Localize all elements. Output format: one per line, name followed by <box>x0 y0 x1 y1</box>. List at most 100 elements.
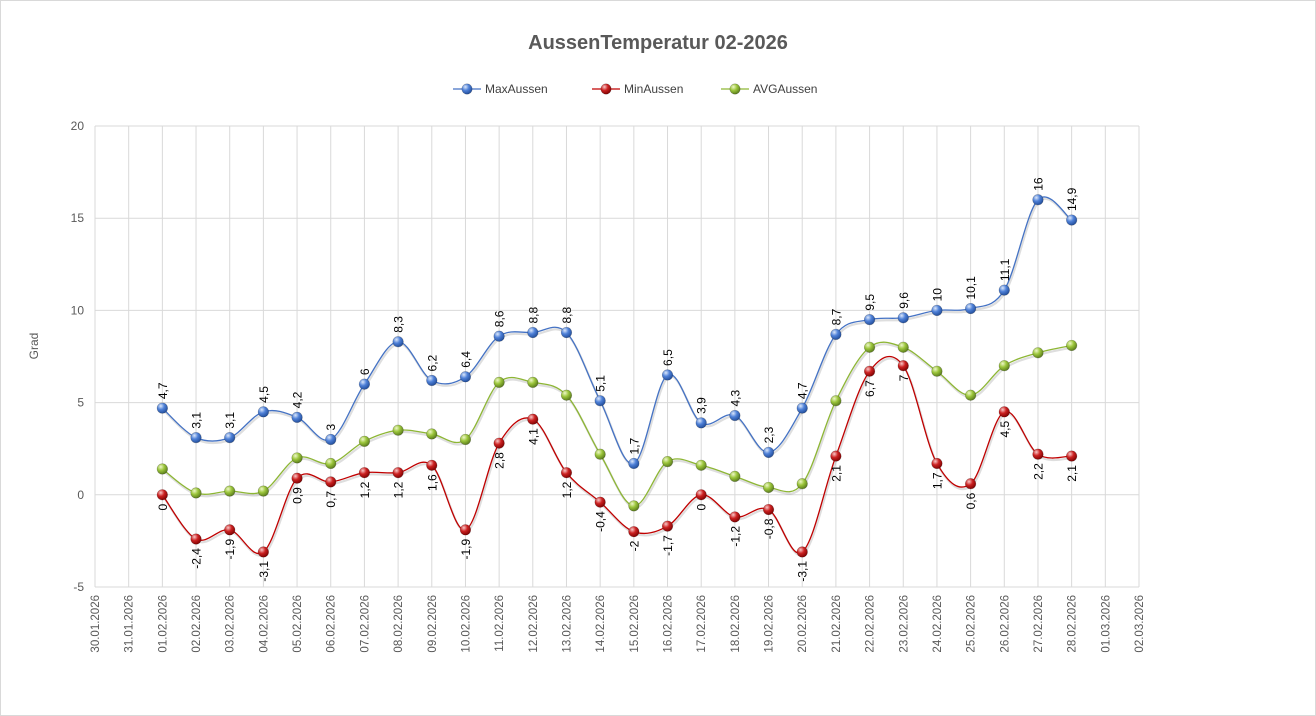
legend-marker <box>729 83 741 95</box>
data-label: 1,7 <box>627 437 641 454</box>
x-tick-label: 23.02.2026 <box>898 595 910 653</box>
data-point <box>527 326 539 339</box>
data-point <box>762 481 775 494</box>
data-label: 2,2 <box>1031 463 1045 480</box>
data-point <box>863 314 876 326</box>
data-point <box>695 459 707 471</box>
data-label: -1,9 <box>459 539 473 560</box>
x-tick-label: 11.02.2026 <box>494 595 506 652</box>
data-point <box>560 467 573 479</box>
data-point <box>426 459 438 471</box>
data-point <box>224 524 236 536</box>
data-point <box>459 433 472 446</box>
data-label: 0,9 <box>291 487 305 504</box>
data-point <box>998 284 1010 296</box>
y-tick-label: 10 <box>71 303 85 317</box>
legend-label: MinAussen <box>624 82 683 96</box>
data-point <box>358 378 371 390</box>
data-point <box>897 312 909 324</box>
data-label: -1,9 <box>223 539 237 560</box>
y-tick-label: 0 <box>77 488 84 502</box>
data-point <box>325 457 337 470</box>
data-label: 6 <box>358 368 372 375</box>
data-point <box>156 489 168 501</box>
data-point <box>459 371 472 383</box>
data-point <box>796 546 808 558</box>
x-tick-label: 24.02.2026 <box>932 595 944 653</box>
data-label: 1,2 <box>560 481 574 498</box>
legend-item-AVGAussen: AVGAussen <box>721 82 817 96</box>
y-axis-ticks: -5 0 5 10 15 20 <box>71 119 85 594</box>
x-tick-label: 30.01.2026 <box>90 595 102 653</box>
data-point <box>1066 339 1078 352</box>
x-tick-label: 03.02.2026 <box>225 595 237 653</box>
data-point <box>560 326 573 339</box>
data-label: 16 <box>1031 177 1045 191</box>
legend-marker <box>461 83 473 95</box>
data-label: 1,7 <box>930 472 944 489</box>
data-point <box>224 432 236 444</box>
x-tick-label: 19.02.2026 <box>764 595 776 653</box>
x-tick-label: 15.02.2026 <box>629 595 641 653</box>
data-label: 4,5 <box>998 420 1012 437</box>
data-point <box>628 526 640 538</box>
x-tick-label: 01.02.2026 <box>157 595 169 653</box>
data-point <box>931 457 943 470</box>
y-tick-label: 5 <box>77 396 84 410</box>
data-point <box>190 487 202 499</box>
y-tick-label: 20 <box>71 119 85 133</box>
x-tick-label: 18.02.2026 <box>730 595 742 653</box>
data-point <box>358 467 371 479</box>
data-point <box>594 395 606 407</box>
x-tick-label: 02.03.2026 <box>1134 595 1146 653</box>
data-point <box>257 485 269 497</box>
data-point <box>965 389 977 401</box>
data-point <box>560 389 573 401</box>
y-axis-title: Grad <box>27 333 41 360</box>
data-label: 1,2 <box>358 481 372 498</box>
data-label: 2,3 <box>762 426 776 443</box>
y-tick-label: -5 <box>73 580 84 594</box>
data-label: 3 <box>324 423 338 430</box>
x-tick-label: 13.02.2026 <box>561 595 573 653</box>
data-point <box>830 450 842 462</box>
data-labels: 4,7 3,1 3,1 4,5 4,2 3 6 8,3 6,2 6,4 8,6 8,8 8,8 5,1 1,… <box>156 177 1079 582</box>
data-point <box>224 485 236 497</box>
legend-item-MinAussen: MinAussen <box>592 82 683 96</box>
data-label: 3,9 <box>695 397 709 414</box>
data-label: -2 <box>627 540 641 551</box>
x-tick-label: 21.02.2026 <box>831 595 843 653</box>
data-label: 0,6 <box>964 492 978 509</box>
x-tick-label: 20.02.2026 <box>797 595 809 653</box>
legend: MaxAussen MinAussen AVGAussen <box>453 82 817 96</box>
data-label: 8,7 <box>829 308 843 325</box>
data-point <box>291 452 303 464</box>
data-label: -0,4 <box>594 511 608 532</box>
data-point <box>257 406 269 418</box>
data-point <box>729 470 741 482</box>
data-label: 4,3 <box>728 390 742 407</box>
data-point <box>190 432 202 444</box>
series-MaxAussen <box>156 194 1078 470</box>
x-tick-label: 22.02.2026 <box>865 595 877 653</box>
data-label: 3,1 <box>223 412 237 429</box>
data-point <box>762 503 775 516</box>
series-line <box>161 355 1072 555</box>
data-point <box>1032 194 1044 206</box>
data-point <box>257 546 269 558</box>
data-point <box>358 435 371 447</box>
data-point <box>493 376 505 388</box>
series-AVGAussen <box>156 339 1078 512</box>
data-label: 14,9 <box>1065 187 1079 211</box>
data-point <box>931 365 943 377</box>
x-tick-label: 01.03.2026 <box>1100 595 1112 653</box>
data-point <box>1032 347 1044 359</box>
data-label: 9,6 <box>897 292 911 309</box>
data-point <box>661 456 674 468</box>
data-point <box>830 395 842 407</box>
x-tick-label: 05.02.2026 <box>292 595 304 653</box>
data-point <box>392 467 404 479</box>
x-tick-label: 02.02.2026 <box>191 595 203 653</box>
data-label: 0,7 <box>324 491 338 508</box>
